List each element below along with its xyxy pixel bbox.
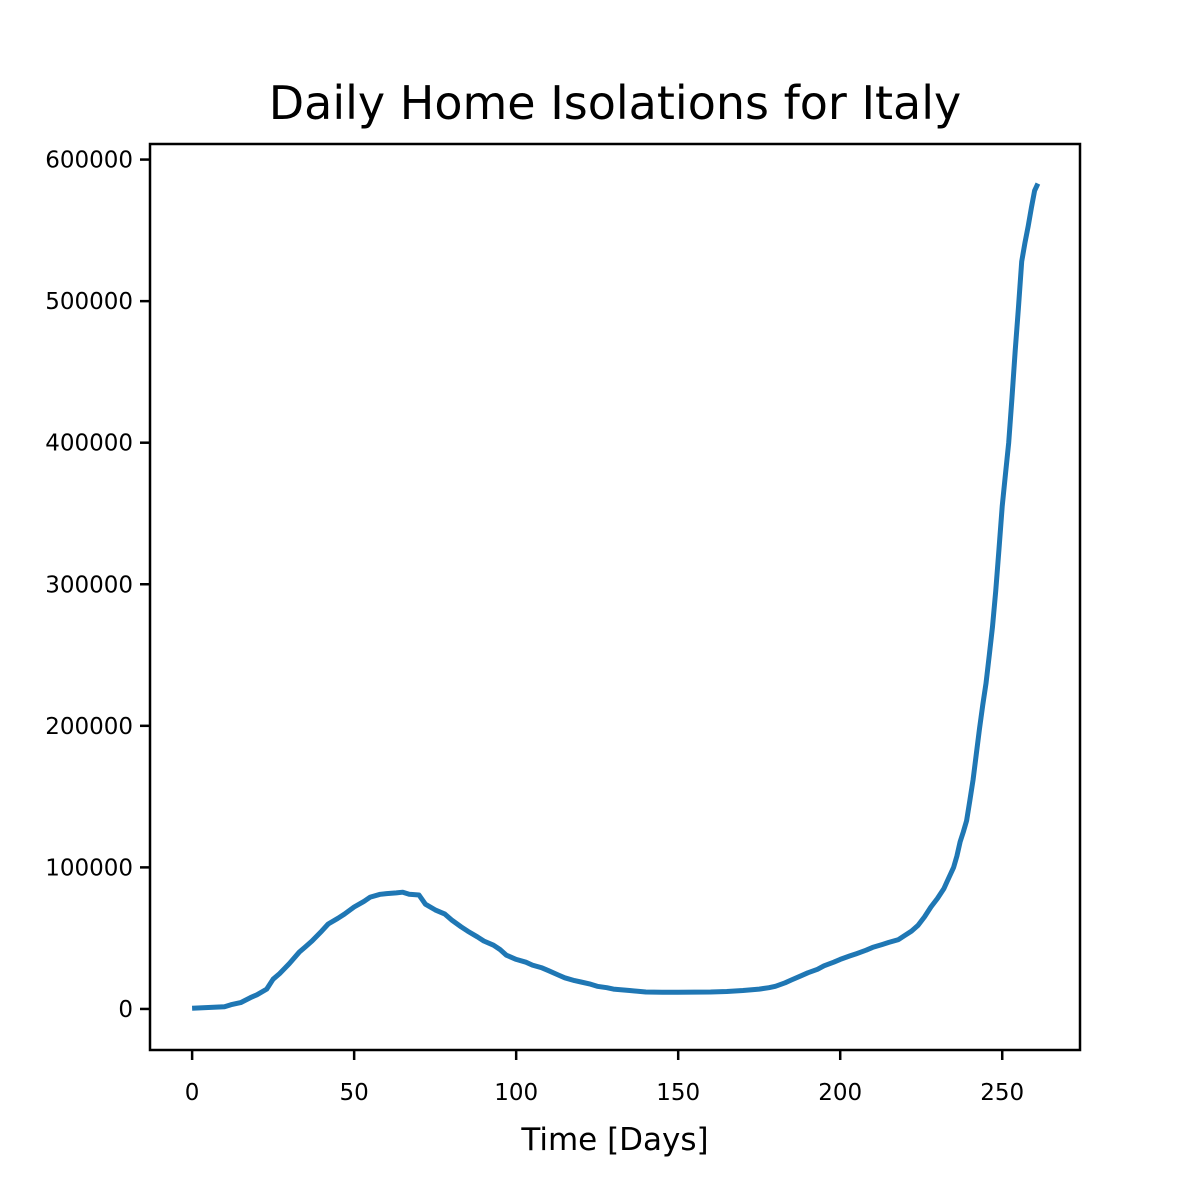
plot-frame xyxy=(148,142,1082,1052)
x-axis-label: Time [Days] xyxy=(520,1122,708,1158)
x-tick-label: 100 xyxy=(494,1080,538,1106)
y-tick-label: 200000 xyxy=(45,714,133,740)
y-tick-label: 300000 xyxy=(45,572,133,598)
x-tick-label: 250 xyxy=(980,1080,1024,1106)
y-axis: 0 100000 200000 300000 400000 500000 600000 xyxy=(45,148,150,1023)
x-tick-label: 150 xyxy=(656,1080,700,1106)
x-tick-label: 0 xyxy=(185,1080,200,1106)
x-axis: 0 50 100 150 200 250 xyxy=(185,1050,1024,1106)
x-tick-label: 50 xyxy=(340,1080,369,1106)
x-tick-label: 200 xyxy=(818,1080,862,1106)
plot-area xyxy=(148,142,1082,1052)
y-tick-label: 500000 xyxy=(45,289,133,315)
y-tick-label: 100000 xyxy=(45,855,133,881)
y-tick-label: 400000 xyxy=(45,431,133,457)
chart-title: Daily Home Isolations for Italy xyxy=(269,76,962,130)
y-tick-label: 0 xyxy=(118,997,133,1023)
series-line-home-isolations xyxy=(191,182,1041,1011)
y-tick-label: 600000 xyxy=(45,148,133,174)
series-layer xyxy=(191,182,1041,1011)
